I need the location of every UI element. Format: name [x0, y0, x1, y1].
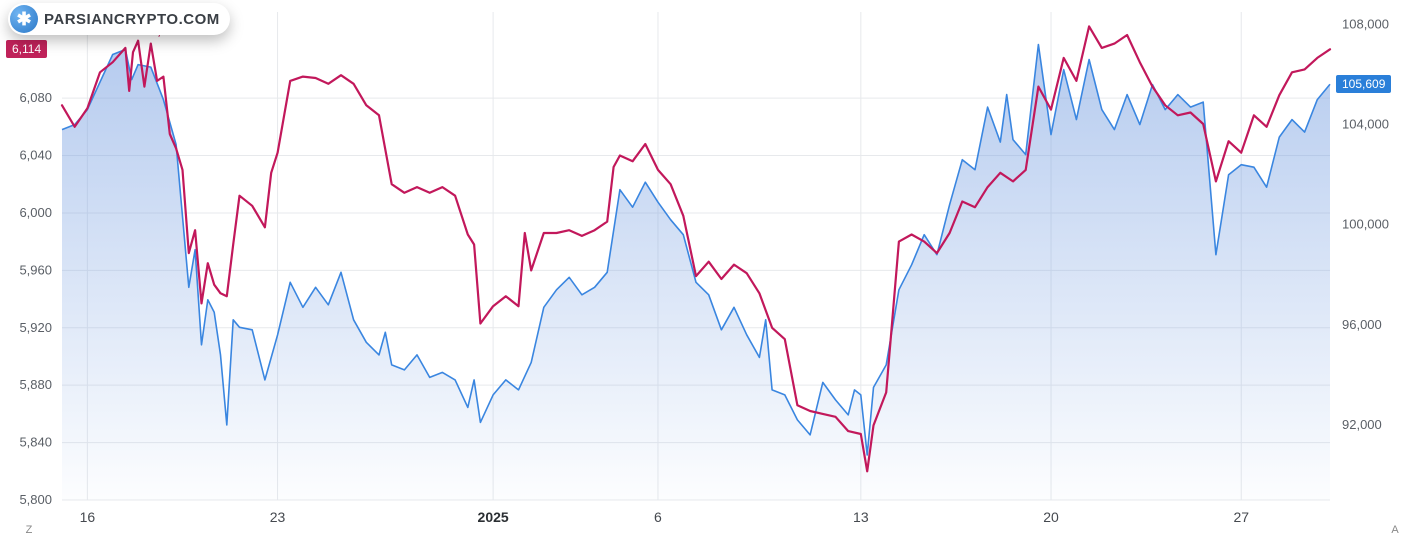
svg-text:5,800: 5,800	[19, 492, 52, 507]
svg-text:100,000: 100,000	[1342, 217, 1389, 232]
timezone-button[interactable]: Z	[18, 519, 40, 541]
svg-text:6,080: 6,080	[19, 90, 52, 105]
svg-text:6,000: 6,000	[19, 205, 52, 220]
svg-text:104,000: 104,000	[1342, 117, 1389, 132]
svg-text:6: 6	[654, 509, 662, 525]
svg-text:6,040: 6,040	[19, 148, 52, 163]
price-chart[interactable]: 5,800 5,840 5,880 5,920 5,960 6,000 6,040 6,080…	[0, 0, 1424, 547]
watermark-logo: ✱ PARSIANCRYPTO.COM	[8, 3, 230, 35]
auto-scale-button[interactable]: A	[1384, 519, 1406, 541]
svg-text:16: 16	[80, 509, 96, 525]
svg-text:27: 27	[1233, 509, 1249, 525]
left-price-tag: 6,114	[6, 40, 47, 58]
logo-icon: ✱	[10, 5, 38, 33]
svg-text:96,000: 96,000	[1342, 317, 1382, 332]
svg-text:5,840: 5,840	[19, 435, 52, 450]
svg-text:5,920: 5,920	[19, 320, 52, 335]
svg-text:2025: 2025	[478, 509, 509, 525]
svg-text:108,000: 108,000	[1342, 17, 1389, 32]
right-price-tag: 105,609	[1336, 75, 1391, 93]
svg-text:23: 23	[270, 509, 286, 525]
svg-text:20: 20	[1043, 509, 1059, 525]
logo-text: PARSIANCRYPTO.COM	[44, 11, 220, 28]
svg-text:5,960: 5,960	[19, 262, 52, 277]
svg-text:13: 13	[853, 509, 869, 525]
svg-text:92,000: 92,000	[1342, 417, 1382, 432]
svg-text:5,880: 5,880	[19, 377, 52, 392]
